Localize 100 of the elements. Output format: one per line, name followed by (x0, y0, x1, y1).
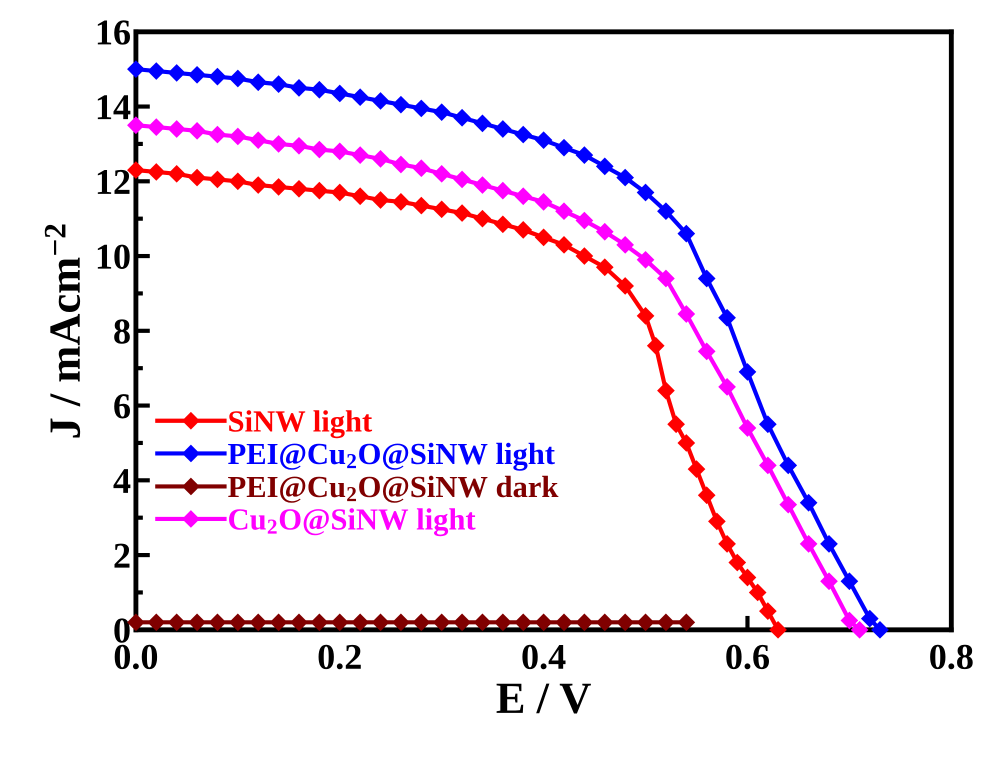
point (331, 614, 348, 631)
point (698, 270, 716, 288)
point (718, 309, 736, 326)
point (474, 114, 492, 132)
point (576, 146, 593, 164)
point (636, 251, 654, 268)
point (392, 156, 410, 174)
point (718, 378, 736, 396)
point (250, 614, 267, 631)
point (616, 277, 634, 295)
x-tick-label: 0.6 (726, 644, 769, 670)
point (433, 104, 450, 121)
point (290, 614, 308, 631)
point (310, 182, 328, 200)
y-tick-label: 12 (98, 170, 130, 194)
point (678, 225, 695, 242)
point (718, 535, 736, 552)
point (331, 84, 348, 102)
y-tick-label: 4 (113, 469, 130, 493)
point (494, 120, 512, 138)
point (535, 193, 552, 210)
point (728, 554, 746, 572)
point (208, 170, 226, 188)
point (474, 210, 492, 228)
point (454, 614, 471, 631)
y-tick-label: 0 (114, 618, 130, 643)
point (392, 96, 410, 114)
point (352, 146, 369, 164)
point (596, 223, 614, 240)
point (474, 614, 492, 631)
y-tick-label: 6 (114, 394, 130, 418)
point (310, 81, 328, 98)
point (514, 126, 532, 144)
point (331, 184, 348, 202)
point (535, 228, 552, 246)
point (290, 137, 308, 154)
point (759, 456, 776, 474)
point (678, 434, 695, 452)
point (800, 535, 818, 552)
point (596, 258, 614, 276)
point (229, 70, 246, 88)
x-axis-title: E / V (496, 684, 591, 714)
point (290, 180, 308, 198)
point (148, 163, 165, 181)
x-tick-label: 0.2 (318, 644, 361, 670)
point (127, 60, 144, 78)
legend-label: PEI@Cu$_{2}$O@SiNW light (228, 442, 555, 471)
point (454, 170, 471, 188)
point (851, 621, 868, 638)
point (352, 188, 369, 205)
point (331, 142, 348, 160)
point (270, 135, 288, 152)
point (616, 614, 634, 631)
point (678, 305, 695, 323)
point (372, 92, 390, 110)
point (576, 212, 593, 230)
point (871, 621, 889, 638)
x-tick-label: 0.8 (930, 644, 973, 670)
point (188, 614, 206, 631)
x-tick-label: 0.4 (522, 644, 566, 670)
point (555, 139, 573, 156)
point (352, 88, 369, 106)
legend-label: SiNW light (229, 410, 372, 438)
point (433, 614, 450, 631)
point (310, 614, 328, 631)
point (514, 221, 532, 238)
point (270, 614, 288, 631)
point (759, 416, 776, 433)
point (759, 602, 776, 620)
point (770, 621, 787, 638)
point (168, 165, 186, 182)
point (535, 614, 552, 631)
point (698, 342, 716, 360)
point (270, 178, 288, 196)
point (454, 204, 471, 222)
y-tick-label: 16 (98, 20, 130, 45)
point (290, 79, 308, 96)
point (229, 128, 246, 145)
point (168, 64, 186, 82)
point (250, 132, 267, 149)
point (555, 614, 573, 631)
point (188, 122, 206, 140)
point (168, 120, 186, 138)
point (229, 614, 246, 631)
point (188, 66, 206, 84)
point (454, 109, 471, 126)
point (494, 216, 512, 233)
point (229, 172, 246, 190)
point (148, 614, 165, 631)
point (657, 202, 674, 220)
point (148, 62, 165, 80)
point (596, 614, 614, 631)
point (392, 614, 410, 631)
point (820, 572, 838, 590)
point (208, 614, 226, 631)
point (270, 76, 288, 93)
point (657, 382, 674, 400)
point (708, 512, 726, 530)
point (412, 160, 430, 177)
point (738, 419, 756, 437)
